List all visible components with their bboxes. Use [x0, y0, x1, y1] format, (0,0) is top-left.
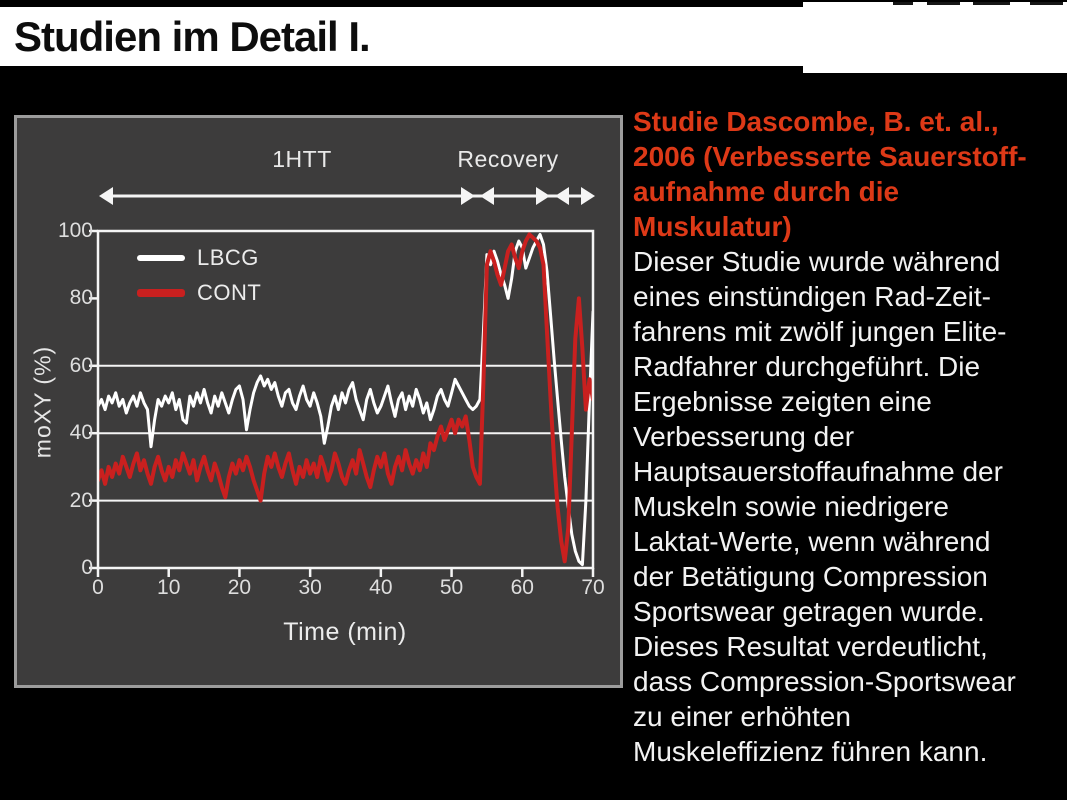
study-body-line: eines einstündigen Rad-Zeit- — [633, 281, 991, 312]
study-heading-line: 2006 (Verbesserte Sauerstoff- — [633, 141, 1027, 172]
arrowhead-left — [480, 187, 494, 205]
x-tick-label-30: 30 — [298, 576, 322, 599]
legend-label-lbcg: LBCG — [197, 244, 259, 270]
x-axis-title: Time (min) — [283, 618, 407, 646]
x-tick-label-60: 60 — [510, 576, 534, 599]
chart-legend: LBCG CONT — [137, 240, 261, 310]
chart-panel: 1HTT Recovery LBCG CONT 0 20 40 60 80 100 0 10… — [14, 115, 623, 688]
top-edge-dash — [1030, 2, 1063, 5]
x-tick-label-20: 20 — [227, 576, 252, 599]
arrowhead-right — [536, 187, 550, 205]
legend-item-cont: CONT — [137, 275, 261, 310]
x-tick-label-40: 40 — [369, 576, 393, 599]
y-tick-label-60: 60 — [69, 353, 93, 377]
data-series — [98, 232, 593, 567]
y-tick-label-20: 20 — [69, 488, 93, 512]
x-tick-label-50: 50 — [439, 576, 464, 599]
study-body-line: Ergebnisse zeigten eine — [633, 386, 932, 417]
study-body-line: Sportswear getragen wurde. — [633, 596, 985, 627]
study-body-line: Hauptsauerstoffaufnahme der — [633, 456, 1003, 487]
phase-label-recovery: Recovery — [457, 146, 559, 172]
x-tick-label-10: 10 — [157, 576, 181, 599]
study-body-line: Dieses Resultat verdeutlicht, — [633, 631, 988, 662]
study-body-line: Muskeleffizienz führen kann. — [633, 736, 988, 767]
study-body-line: Laktat-Werte, wenn während — [633, 526, 991, 557]
study-body-line: Radfahrer durchgeführt. Die — [633, 351, 981, 382]
lbcg-line-swatch — [137, 254, 185, 261]
gridlines — [98, 364, 593, 502]
y-tick-label-0: 0 — [81, 556, 93, 579]
study-body-line: Dieser Studie wurde während — [633, 246, 1001, 277]
legend-item-lbcg: LBCG — [137, 240, 261, 275]
series-line-cont — [98, 232, 593, 564]
arrowhead-right — [581, 187, 595, 205]
y-tick-label-100: 100 — [57, 219, 93, 242]
arrowhead-left — [99, 187, 113, 205]
axis-ticks — [89, 229, 595, 577]
y-axis-title: moXY (%) — [29, 345, 56, 459]
study-body-line: zu einer erhöhten — [633, 701, 851, 732]
arrowhead-left — [555, 187, 569, 205]
legend-label-cont: CONT — [197, 279, 262, 305]
x-tick-label-0: 0 — [92, 576, 104, 599]
study-heading-line: Studie Dascombe, B. et. al., — [633, 106, 999, 137]
phase-label-1htt: 1HTT — [272, 146, 332, 172]
top-edge-dash — [893, 2, 913, 5]
phase-arrows — [99, 187, 595, 205]
moxy-line-chart — [89, 187, 595, 577]
study-heading-line: Muskulatur) — [633, 211, 792, 242]
study-body-line: dass Compression-Sportswear — [633, 666, 1016, 697]
cont-line-swatch — [137, 288, 185, 297]
series-line-lbcg — [98, 232, 593, 567]
top-edge-dash — [927, 2, 960, 5]
study-body-line: fahrens mit zwölf jungen Elite- — [633, 316, 1007, 347]
title-banner: Studien im Detail I. — [0, 7, 806, 66]
x-tick-label-70: 70 — [581, 576, 605, 599]
study-heading-line: aufnahme durch die — [633, 176, 900, 207]
top-edge-dash — [973, 2, 1010, 5]
study-body-line: Verbesserung der — [633, 421, 855, 452]
y-tick-label-80: 80 — [69, 286, 93, 310]
study-body-line: der Betätigung Compression — [633, 561, 988, 592]
study-description: Studie Dascombe, B. et. al., 2006 (Verbes… — [633, 104, 1067, 769]
arrowhead-right — [461, 187, 475, 205]
study-body-line: Muskeln sowie niedrigere — [633, 491, 949, 522]
page-title: Studien im Detail I. — [14, 12, 371, 60]
plot-border — [96, 229, 595, 570]
y-tick-label-40: 40 — [69, 421, 93, 445]
top-right-white-block — [803, 2, 1067, 73]
